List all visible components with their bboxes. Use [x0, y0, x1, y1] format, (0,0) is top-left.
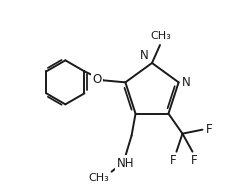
Text: NH: NH [117, 157, 134, 170]
Text: O: O [92, 73, 101, 86]
Text: CH₃: CH₃ [89, 173, 110, 183]
Text: CH₃: CH₃ [150, 31, 172, 41]
Text: N: N [182, 76, 190, 89]
Text: N: N [140, 49, 149, 62]
Text: F: F [191, 154, 198, 167]
Text: F: F [206, 123, 212, 136]
Text: F: F [170, 154, 177, 167]
